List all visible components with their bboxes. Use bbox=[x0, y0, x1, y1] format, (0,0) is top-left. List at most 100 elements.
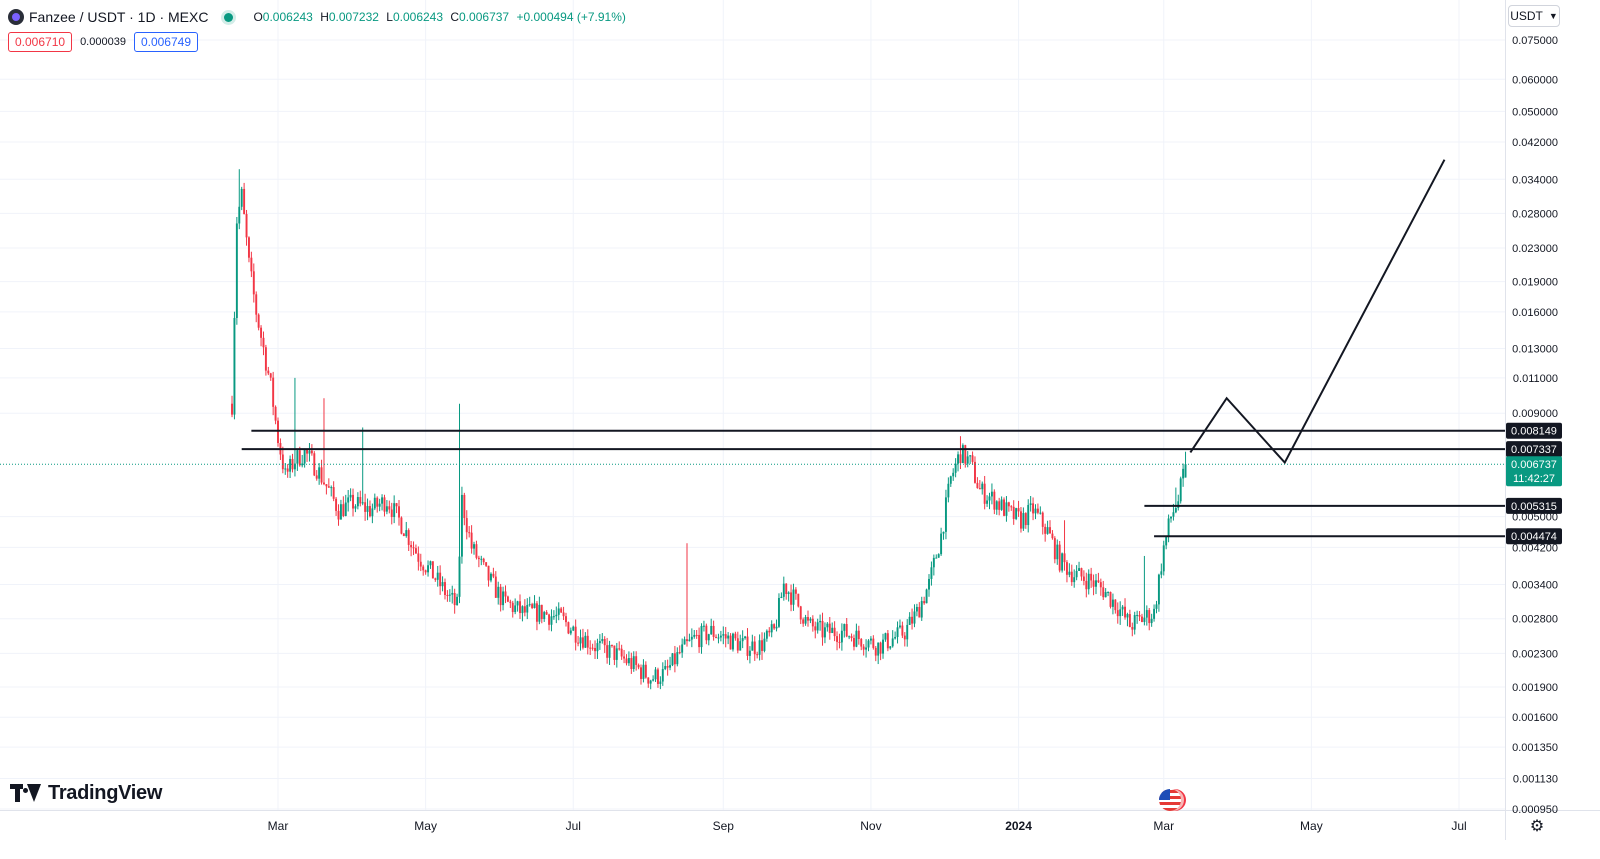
candle-body bbox=[574, 626, 577, 643]
candle-body bbox=[1143, 617, 1146, 622]
chart-legend-header: Fanzee / USDT · 1D · MEXC O0.006243 H0.0… bbox=[8, 6, 626, 28]
candle-body bbox=[698, 634, 701, 648]
candle-body bbox=[848, 636, 851, 638]
candle-body bbox=[572, 626, 575, 631]
candle-body bbox=[526, 604, 529, 613]
candle-body bbox=[855, 630, 858, 647]
candle-body bbox=[976, 482, 979, 489]
candle-body bbox=[349, 494, 352, 498]
candle-body bbox=[327, 486, 330, 488]
candle-body bbox=[901, 625, 904, 636]
candle-body bbox=[269, 373, 272, 378]
candle-body bbox=[775, 626, 778, 629]
price-tick-label: 0.003400 bbox=[1512, 580, 1558, 592]
buy-price-button[interactable]: 0.006749 bbox=[133, 32, 199, 52]
candle-body bbox=[470, 532, 473, 549]
candle-body bbox=[719, 635, 722, 638]
candle-body bbox=[913, 611, 916, 624]
candle-body bbox=[250, 257, 253, 272]
candle-body bbox=[804, 617, 807, 624]
candle-body bbox=[446, 595, 449, 597]
candle-body bbox=[710, 625, 713, 635]
candle-body bbox=[676, 652, 679, 665]
candle-body bbox=[1029, 503, 1032, 505]
symbol-title[interactable]: Fanzee / USDT · 1D · MEXC bbox=[29, 9, 209, 25]
tradingview-logo[interactable]: TradingView bbox=[10, 780, 162, 806]
sell-price-button[interactable]: 0.006710 bbox=[8, 32, 73, 52]
candle-body bbox=[1150, 618, 1153, 624]
candle-body bbox=[1165, 535, 1168, 546]
price-tick-label: 0.050000 bbox=[1512, 106, 1558, 118]
candle-body bbox=[632, 656, 635, 670]
candle-body bbox=[671, 653, 674, 666]
candle-body bbox=[356, 497, 359, 507]
candle-body bbox=[986, 500, 989, 504]
candle-body bbox=[364, 502, 367, 512]
candle-body bbox=[930, 567, 933, 579]
candle-body bbox=[444, 582, 446, 596]
candle-body bbox=[1099, 582, 1102, 588]
candle-body bbox=[1095, 580, 1097, 587]
candle-body bbox=[1022, 513, 1025, 529]
candle-body bbox=[712, 625, 715, 637]
price-tick-label: 0.042000 bbox=[1512, 137, 1558, 149]
candle-body bbox=[339, 504, 342, 520]
candle-body bbox=[959, 454, 962, 464]
candle-body bbox=[502, 591, 505, 606]
candle-body bbox=[625, 658, 628, 664]
candle-body bbox=[528, 604, 531, 606]
price-tick-label: 0.060000 bbox=[1512, 74, 1558, 86]
candle-body bbox=[366, 506, 369, 512]
candle-body bbox=[773, 624, 776, 629]
candle-body bbox=[794, 589, 797, 594]
candle-body bbox=[656, 669, 659, 684]
candle-body bbox=[751, 641, 754, 651]
candle-body bbox=[453, 592, 456, 606]
candle-body bbox=[918, 606, 921, 618]
candle-body bbox=[947, 483, 950, 498]
candle-body bbox=[606, 645, 609, 658]
candle-body bbox=[465, 518, 468, 533]
candle-body bbox=[683, 639, 686, 645]
candle-body bbox=[1087, 573, 1090, 590]
candle-body bbox=[473, 544, 475, 549]
candle-body bbox=[521, 606, 524, 614]
high-label: H bbox=[320, 10, 329, 24]
candle-body bbox=[431, 561, 434, 579]
candle-body bbox=[589, 647, 592, 649]
candle-body bbox=[323, 482, 325, 485]
candle-body bbox=[562, 612, 565, 617]
candle-body bbox=[862, 646, 865, 650]
candle-body bbox=[993, 491, 996, 510]
price-tick-label: 0.000950 bbox=[1512, 804, 1558, 816]
candle-body bbox=[313, 453, 316, 476]
candle-body bbox=[637, 664, 640, 668]
us-flag-icon[interactable] bbox=[1159, 789, 1181, 811]
projection-path bbox=[1189, 159, 1446, 465]
candle-body bbox=[608, 644, 611, 658]
candle-body bbox=[872, 638, 875, 648]
candle-body bbox=[231, 403, 233, 415]
candle-body bbox=[477, 557, 480, 560]
currency-select[interactable]: USDT ▼ bbox=[1508, 5, 1560, 27]
candle-body bbox=[736, 638, 739, 651]
level-price-badge bbox=[1506, 441, 1562, 458]
candle-body bbox=[652, 679, 655, 681]
candle-body bbox=[1155, 604, 1158, 609]
candle-body bbox=[581, 637, 584, 648]
candle-body bbox=[821, 620, 824, 638]
candle-body bbox=[1162, 545, 1165, 572]
candle-body bbox=[1092, 580, 1095, 587]
candle-body bbox=[1102, 587, 1105, 598]
candle-body bbox=[410, 544, 413, 548]
candle-body bbox=[281, 454, 284, 470]
candle-body bbox=[354, 506, 357, 509]
candle-body bbox=[952, 472, 955, 477]
candle-body bbox=[1082, 576, 1085, 581]
candle-body bbox=[961, 445, 964, 464]
gear-icon[interactable]: ⚙ bbox=[1529, 818, 1545, 835]
candle-body bbox=[763, 638, 766, 651]
candle-body bbox=[489, 573, 492, 581]
candle-body bbox=[840, 630, 843, 643]
